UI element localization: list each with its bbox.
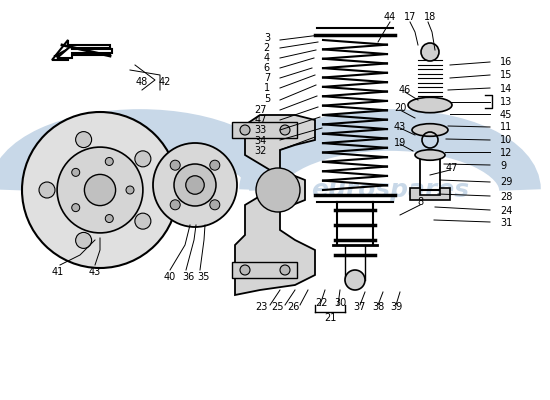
Text: 25: 25 [272,302,284,312]
Text: 3: 3 [264,33,270,43]
Text: 32: 32 [255,146,267,156]
Text: 6: 6 [264,63,270,73]
Circle shape [135,213,151,229]
Text: 47: 47 [255,115,267,125]
Circle shape [240,125,250,135]
Text: 27: 27 [255,105,267,115]
Circle shape [210,200,220,210]
Circle shape [421,43,439,61]
Circle shape [256,168,300,212]
FancyBboxPatch shape [232,262,297,278]
Text: 47: 47 [446,163,458,173]
Circle shape [22,112,178,268]
Polygon shape [410,188,450,200]
Text: 19: 19 [394,138,406,148]
Circle shape [75,232,92,248]
Text: 8: 8 [417,197,423,207]
Text: 44: 44 [384,12,396,22]
Text: 42: 42 [159,77,171,87]
Text: eurospares: eurospares [311,178,469,202]
Text: 12: 12 [500,148,513,158]
Text: 38: 38 [372,302,384,312]
Text: 22: 22 [316,298,328,308]
Text: 48: 48 [136,77,148,87]
Circle shape [105,158,113,166]
Text: 43: 43 [89,267,101,277]
Text: 14: 14 [500,84,512,94]
Text: 20: 20 [394,103,406,113]
Circle shape [186,176,204,194]
Text: 18: 18 [424,12,436,22]
Text: 21: 21 [324,313,336,323]
Text: 46: 46 [399,85,411,95]
Text: 34: 34 [255,136,267,146]
Circle shape [240,265,250,275]
Text: eurospares: eurospares [61,178,219,202]
Text: 9: 9 [500,161,506,171]
Text: 29: 29 [500,177,513,187]
Circle shape [72,168,80,176]
Circle shape [170,200,180,210]
Circle shape [135,151,151,167]
Circle shape [84,174,115,206]
Circle shape [75,132,92,148]
Text: 31: 31 [500,218,512,228]
Text: 16: 16 [500,57,512,67]
Circle shape [280,265,290,275]
Polygon shape [235,115,315,295]
Text: 26: 26 [288,302,300,312]
Circle shape [126,186,134,194]
Text: 43: 43 [394,122,406,132]
Circle shape [39,182,55,198]
Circle shape [72,204,80,212]
Circle shape [170,160,180,170]
Circle shape [105,214,113,222]
Text: 11: 11 [500,122,512,132]
Circle shape [280,125,290,135]
Text: 37: 37 [354,302,366,312]
Polygon shape [52,40,110,60]
Text: 45: 45 [500,110,513,120]
Text: 13: 13 [500,97,512,107]
Ellipse shape [408,97,452,113]
Text: 17: 17 [404,12,416,22]
Text: 4: 4 [264,53,270,63]
Text: 7: 7 [264,73,270,83]
Circle shape [174,164,216,206]
Text: 23: 23 [256,302,268,312]
Text: 33: 33 [255,125,267,135]
Circle shape [345,270,365,290]
Text: 30: 30 [334,298,346,308]
FancyBboxPatch shape [232,122,297,138]
Text: 39: 39 [390,302,402,312]
Text: 1: 1 [264,83,270,93]
Ellipse shape [415,150,445,160]
Text: 40: 40 [164,272,176,282]
Text: 24: 24 [500,206,513,216]
Circle shape [210,160,220,170]
Polygon shape [57,45,112,58]
Text: 36: 36 [182,272,194,282]
Text: 28: 28 [500,192,513,202]
Text: 15: 15 [500,70,513,80]
Text: 10: 10 [500,135,512,145]
Text: 41: 41 [52,267,64,277]
Circle shape [57,147,143,233]
Circle shape [153,143,237,227]
Ellipse shape [412,124,448,136]
Text: 5: 5 [264,94,270,104]
Text: 2: 2 [264,43,270,53]
Text: 35: 35 [198,272,210,282]
